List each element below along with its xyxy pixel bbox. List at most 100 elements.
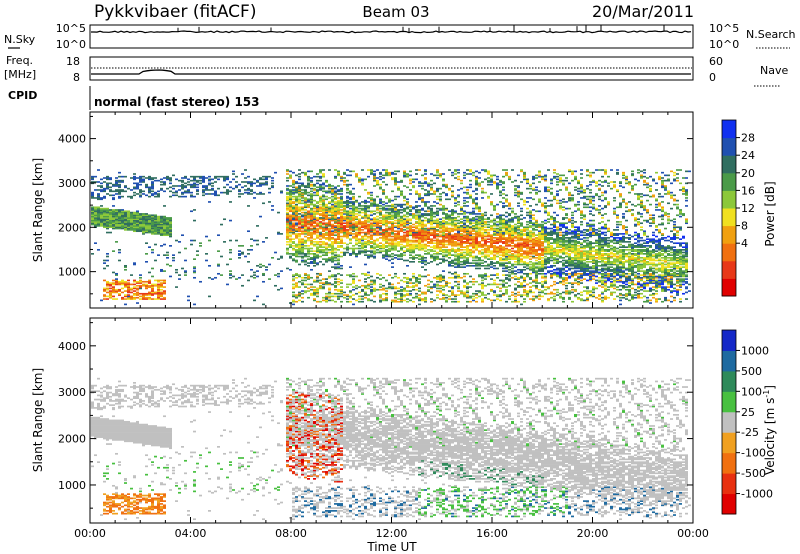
power-cell [139,227,142,230]
power-cell [448,262,451,264]
power-cell [325,215,328,218]
power-cell [385,221,388,223]
power-cell [478,206,481,209]
power-cell [391,210,394,213]
power-cell [424,247,427,250]
power-cell [169,186,172,189]
power-cell [325,181,328,183]
power-cell [295,187,298,190]
power-cell [337,227,340,230]
power-cell [508,295,511,298]
power-cell [334,227,337,230]
power-cell [346,243,349,246]
power-cell [253,197,256,199]
power-cell [451,259,454,262]
power-cell [202,186,205,189]
power-cell [391,241,394,243]
power-cell [400,247,403,250]
power-cell [373,229,376,231]
power-cell [412,255,415,258]
power-cell [319,217,322,219]
power-cell [310,187,313,190]
power-cell [100,210,103,213]
power-cell [409,209,412,211]
power-cell [115,226,118,229]
power-cell [394,243,397,246]
power-cell [325,280,328,283]
power-cell [337,217,340,219]
power-cell [463,197,466,199]
power-cell [103,225,106,227]
power-cell [337,203,340,206]
power-cell [196,189,199,191]
power-cell [307,198,310,201]
power-cell [496,274,499,276]
power-cell [352,217,355,219]
power-cell [349,247,352,250]
power-cell [463,257,466,259]
power-cell [148,271,151,274]
power-cell [430,215,433,218]
power-cell [445,237,448,239]
power-cell [193,267,196,270]
power-cell [226,193,229,195]
power-cell [475,231,478,234]
power-cell [346,203,349,206]
power-cell [436,171,439,174]
power-cell [454,177,457,179]
power-cell [373,233,376,235]
power-cell [163,223,166,226]
power-cell [313,222,316,225]
power-cell [346,191,349,194]
power-cell [421,237,424,239]
power-cell [370,279,373,282]
power-cell [97,210,100,213]
power-cell [292,278,295,280]
power-cell [496,249,499,251]
power-cell [418,233,421,235]
power-cell [466,259,469,262]
power-cell [202,190,205,193]
power-cell [382,245,385,247]
power-cell [184,175,187,178]
power-cell [316,272,319,275]
power-cell [505,241,508,243]
power-cell [145,217,148,219]
power-cell [172,191,175,194]
power-cell [163,291,166,294]
power-cell [451,219,454,222]
power-cell [322,263,325,266]
power-cell [523,280,526,283]
power-cell [481,222,484,225]
power-cell [313,187,316,190]
power-cell [97,218,100,221]
power-cell [391,206,394,209]
power-cell [514,298,517,300]
power-cell [331,206,334,209]
power-cell [112,282,115,284]
power-cell [424,194,427,197]
power-cell [298,207,301,210]
power-cell [151,251,154,254]
power-cell [514,278,517,280]
power-cell [493,239,496,242]
power-cell [484,255,487,258]
power-cell [463,171,466,174]
power-cell [295,210,298,213]
power-cell [523,278,526,280]
power-cell [466,226,469,229]
power-cell [430,222,433,225]
power-cell [301,249,304,251]
power-cell [493,254,496,256]
power-cell [103,222,106,225]
power-cell [442,229,445,231]
power-cell [205,253,208,255]
power-cell [118,213,121,215]
power-cell [445,294,448,296]
power-cell [469,296,472,299]
power-cell [106,282,109,284]
power-cell [472,243,475,246]
power-cell [484,294,487,296]
power-cell [364,235,367,238]
power-cell [493,264,496,267]
